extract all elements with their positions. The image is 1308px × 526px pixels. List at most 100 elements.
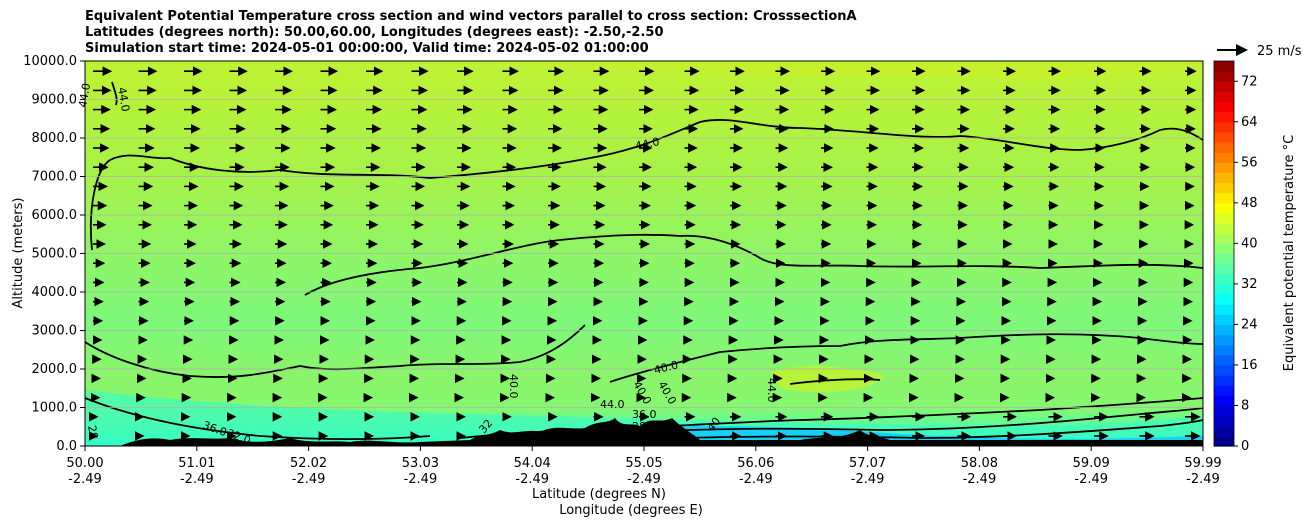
x-tick-label-longitude: -2.49 [404, 472, 438, 487]
x-tick-label-latitude: 50.00 [66, 456, 103, 471]
colorbar-segment [1214, 273, 1234, 285]
warm-patch-top [480, 61, 1203, 79]
colorbar-tick-label: 40 [1241, 236, 1258, 251]
chart-title: Equivalent Potential Temperature cross s… [85, 9, 857, 57]
colorbar-segment [1214, 283, 1234, 295]
colorbar-tick-label: 24 [1241, 317, 1258, 332]
x-tick-label-longitude: -2.49 [180, 472, 214, 487]
colorbar-tick-label: 48 [1241, 196, 1258, 211]
colorbar-segment [1214, 324, 1234, 336]
y-tick-label: 7000.0 [32, 170, 78, 185]
x-tick-label-longitude: -2.49 [68, 472, 102, 487]
y-tick-label: 10000.0 [23, 54, 77, 69]
title-line-2: Latitudes (degrees north): 50.00,60.00, … [85, 25, 664, 40]
contour-label: 44.0 [600, 398, 625, 411]
x-tick-label-latitude: 53.03 [402, 456, 439, 471]
colorbar-segment [1214, 415, 1234, 427]
colorbar-segment [1214, 314, 1234, 326]
contour-label: 28.0 [632, 420, 657, 433]
contour-labels: 44.0 44.0 44.0 40.0 40.0 40.0 40.0 44.0 … [76, 82, 778, 447]
x-tick-label-latitude: 59.09 [1073, 456, 1110, 471]
colorbar-segment [1214, 253, 1234, 265]
x-axis-title-longitude: Longitude (degrees E) [559, 503, 703, 518]
x-tick-label-latitude: 59.99 [1184, 456, 1221, 471]
colorbar-segment [1214, 101, 1234, 113]
x-tick-label-latitude: 57.07 [849, 456, 886, 471]
colorbar-segment [1214, 354, 1234, 366]
colorbar-tick-label: 0 [1241, 439, 1249, 454]
colorbar-segment [1214, 212, 1234, 224]
colorbar-segment [1214, 344, 1234, 356]
contour-label: 44.0 [76, 82, 93, 108]
title-line-1: Equivalent Potential Temperature cross s… [85, 9, 857, 24]
colorbar-segment [1214, 192, 1234, 204]
x-tick-label-longitude: -2.49 [963, 472, 997, 487]
y-axis: 0.0 1000.0 2000.0 3000.0 4000.0 5000.0 6000.0 7… [23, 54, 85, 454]
y-tick-label: 3000.0 [32, 324, 78, 339]
colorbar-segment [1214, 61, 1234, 72]
colorbar-segment [1214, 152, 1234, 163]
colorbar-segment [1214, 233, 1234, 244]
colorbar-tick-label: 16 [1241, 358, 1258, 373]
contour-label: 40.0 [507, 374, 520, 399]
x-tick-label-longitude: -2.49 [1074, 472, 1108, 487]
y-tick-label: 4000.0 [32, 285, 78, 300]
colorbar-segment [1214, 405, 1234, 417]
x-tick-label-latitude: 55.05 [625, 456, 662, 471]
colorbar: 0 8 16 24 32 40 48 56 64 72 [1213, 60, 1258, 454]
colorbar-segment [1214, 142, 1234, 153]
colorbar-tick-label: 8 [1241, 398, 1249, 413]
colorbar-segment [1214, 121, 1234, 133]
y-tick-label: 6000.0 [32, 208, 78, 223]
colorbar-segment [1214, 263, 1234, 275]
wind-key: 25 m/s [1217, 44, 1302, 59]
wind-key-label: 25 m/s [1257, 44, 1302, 59]
colorbar-segment [1214, 111, 1234, 123]
colorbar-frame [1213, 60, 1235, 447]
colorbar-segment [1214, 334, 1234, 346]
colorbar-segment [1214, 223, 1234, 234]
contour-label: 44.0 [115, 86, 132, 112]
colorbar-label: Equivalent potential temperature °C [1282, 135, 1297, 371]
colorbar-segment [1214, 182, 1234, 194]
colorbar-segment [1214, 425, 1234, 437]
colorbar-segment [1214, 304, 1234, 315]
colorbar-segment [1214, 385, 1234, 396]
x-tick-label-longitude: -2.49 [851, 472, 885, 487]
y-tick-label: 1000.0 [32, 401, 78, 416]
colorbar-segment [1214, 364, 1234, 376]
contour-label: 44.0 [634, 135, 661, 153]
contour-label: 40.0 [653, 358, 680, 377]
colorbar-segment [1214, 81, 1234, 92]
y-tick-label: 8000.0 [32, 131, 78, 146]
y-tick-label: 0.0 [56, 439, 77, 454]
colorbar-segment [1214, 395, 1234, 407]
x-tick-label-latitude: 56.06 [737, 456, 774, 471]
colorbar-segment [1214, 91, 1234, 103]
colorbar-segment [1214, 202, 1234, 214]
y-gridlines [85, 99, 1203, 408]
x-axis: 50.00-2.4951.01-2.4952.02-2.4953.03-2.49… [66, 446, 1222, 487]
x-tick-label-longitude: -2.49 [627, 472, 661, 487]
colorbar-segment [1214, 131, 1234, 143]
colorbar-segment [1214, 243, 1234, 255]
x-tick-label-latitude: 52.02 [290, 456, 327, 471]
colorbar-tick-label: 72 [1241, 74, 1258, 89]
colorbar-segment [1214, 294, 1234, 305]
x-tick-label-longitude: -2.49 [515, 472, 549, 487]
x-tick-label-latitude: 58.08 [961, 456, 998, 471]
y-tick-label: 2000.0 [32, 362, 78, 377]
title-line-3: Simulation start time: 2024-05-01 00:00:… [85, 41, 649, 56]
x-tick-label-longitude: -2.49 [292, 472, 326, 487]
colorbar-segment [1214, 375, 1234, 386]
colorbar-segment [1214, 162, 1234, 174]
y-tick-label: 9000.0 [32, 93, 78, 108]
colorbar-segment [1214, 172, 1234, 184]
x-tick-label-longitude: -2.49 [739, 472, 773, 487]
y-axis-title: Altitude (meters) [11, 198, 26, 309]
wind-vectors [89, 66, 1201, 441]
contour-label: 44.0 [765, 378, 778, 403]
x-tick-label-latitude: 51.01 [178, 456, 215, 471]
colorbar-tick-label: 56 [1241, 155, 1258, 170]
